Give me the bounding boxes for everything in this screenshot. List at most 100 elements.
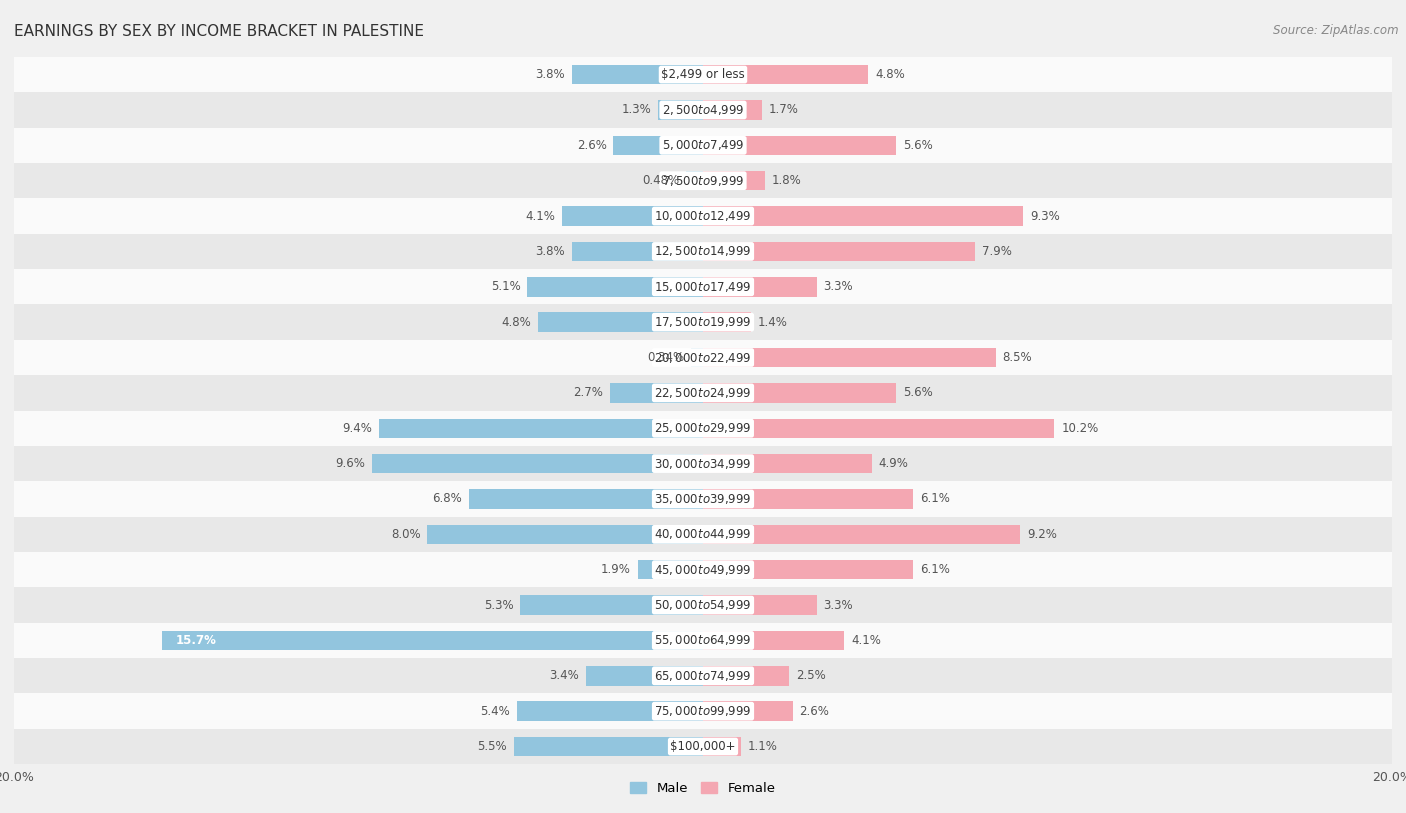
Text: $50,000 to $54,999: $50,000 to $54,999	[654, 598, 752, 612]
Text: 5.5%: 5.5%	[477, 740, 506, 753]
Text: $2,500 to $4,999: $2,500 to $4,999	[662, 103, 744, 117]
Text: 1.8%: 1.8%	[772, 174, 801, 187]
Bar	[14, 623, 1392, 658]
Bar	[703, 65, 869, 85]
Bar	[14, 163, 1392, 198]
Bar	[703, 100, 762, 120]
Bar	[703, 595, 817, 615]
Bar	[14, 233, 1392, 269]
Bar	[703, 631, 844, 650]
Bar	[703, 702, 793, 721]
Bar	[527, 277, 703, 297]
Bar	[658, 100, 703, 120]
Text: $100,000+: $100,000+	[671, 740, 735, 753]
Bar	[513, 737, 703, 756]
Bar	[703, 454, 872, 473]
Text: 2.6%: 2.6%	[576, 139, 606, 152]
Bar	[703, 524, 1019, 544]
Text: 6.1%: 6.1%	[920, 563, 950, 576]
Bar	[610, 383, 703, 402]
Bar	[14, 92, 1392, 128]
Text: 2.5%: 2.5%	[796, 669, 825, 682]
Text: 4.1%: 4.1%	[524, 210, 555, 223]
Bar	[14, 517, 1392, 552]
Text: 8.0%: 8.0%	[391, 528, 420, 541]
Bar	[537, 312, 703, 332]
Text: $25,000 to $29,999: $25,000 to $29,999	[654, 421, 752, 435]
Bar	[703, 383, 896, 402]
Text: 3.8%: 3.8%	[536, 68, 565, 81]
Text: $2,499 or less: $2,499 or less	[661, 68, 745, 81]
Text: 3.4%: 3.4%	[550, 669, 579, 682]
Bar	[14, 446, 1392, 481]
Text: 0.34%: 0.34%	[647, 351, 685, 364]
Text: 4.9%: 4.9%	[879, 457, 908, 470]
Text: 5.6%: 5.6%	[903, 386, 932, 399]
Bar	[703, 241, 976, 261]
Text: 15.7%: 15.7%	[176, 634, 217, 647]
Text: $75,000 to $99,999: $75,000 to $99,999	[654, 704, 752, 718]
Bar	[703, 171, 765, 190]
Text: 2.6%: 2.6%	[800, 705, 830, 718]
Bar	[703, 312, 751, 332]
Bar	[14, 128, 1392, 163]
Bar	[520, 595, 703, 615]
Text: 5.1%: 5.1%	[491, 280, 520, 293]
Text: $45,000 to $49,999: $45,000 to $49,999	[654, 563, 752, 576]
Text: 1.9%: 1.9%	[600, 563, 631, 576]
Legend: Male, Female: Male, Female	[626, 776, 780, 800]
Text: $65,000 to $74,999: $65,000 to $74,999	[654, 669, 752, 683]
Bar	[703, 348, 995, 367]
Bar	[14, 57, 1392, 92]
Text: 4.8%: 4.8%	[875, 68, 905, 81]
Text: 0.48%: 0.48%	[643, 174, 679, 187]
Bar	[14, 375, 1392, 411]
Text: 4.8%: 4.8%	[501, 315, 531, 328]
Bar	[373, 454, 703, 473]
Bar	[703, 419, 1054, 438]
Text: 6.1%: 6.1%	[920, 493, 950, 506]
Text: $7,500 to $9,999: $7,500 to $9,999	[662, 174, 744, 188]
Bar	[703, 277, 817, 297]
Bar	[14, 693, 1392, 729]
Bar	[703, 737, 741, 756]
Text: $10,000 to $12,499: $10,000 to $12,499	[654, 209, 752, 223]
Bar	[686, 171, 703, 190]
Bar	[637, 560, 703, 580]
Text: $12,500 to $14,999: $12,500 to $14,999	[654, 245, 752, 259]
Text: 1.1%: 1.1%	[748, 740, 778, 753]
Text: 2.7%: 2.7%	[574, 386, 603, 399]
Text: 4.1%: 4.1%	[851, 634, 882, 647]
Text: 9.2%: 9.2%	[1026, 528, 1057, 541]
Bar	[14, 481, 1392, 517]
Bar	[14, 552, 1392, 587]
Text: 5.6%: 5.6%	[903, 139, 932, 152]
Bar	[572, 241, 703, 261]
Text: EARNINGS BY SEX BY INCOME BRACKET IN PALESTINE: EARNINGS BY SEX BY INCOME BRACKET IN PAL…	[14, 24, 425, 39]
Bar	[517, 702, 703, 721]
Text: $35,000 to $39,999: $35,000 to $39,999	[654, 492, 752, 506]
Bar	[692, 348, 703, 367]
Text: $5,000 to $7,499: $5,000 to $7,499	[662, 138, 744, 152]
Bar	[14, 304, 1392, 340]
Bar	[586, 666, 703, 685]
Text: $15,000 to $17,499: $15,000 to $17,499	[654, 280, 752, 293]
Text: $22,500 to $24,999: $22,500 to $24,999	[654, 386, 752, 400]
Text: 9.4%: 9.4%	[343, 422, 373, 435]
Bar	[14, 587, 1392, 623]
Bar	[703, 560, 912, 580]
Text: 10.2%: 10.2%	[1062, 422, 1098, 435]
Text: 1.3%: 1.3%	[621, 103, 651, 116]
Bar	[380, 419, 703, 438]
Text: 8.5%: 8.5%	[1002, 351, 1032, 364]
Text: 9.6%: 9.6%	[336, 457, 366, 470]
Bar	[703, 666, 789, 685]
Text: 3.3%: 3.3%	[824, 280, 853, 293]
Bar	[14, 340, 1392, 375]
Text: 5.4%: 5.4%	[481, 705, 510, 718]
Bar	[14, 729, 1392, 764]
Text: $30,000 to $34,999: $30,000 to $34,999	[654, 457, 752, 471]
Bar	[427, 524, 703, 544]
Text: 9.3%: 9.3%	[1031, 210, 1060, 223]
Text: 5.3%: 5.3%	[484, 598, 513, 611]
